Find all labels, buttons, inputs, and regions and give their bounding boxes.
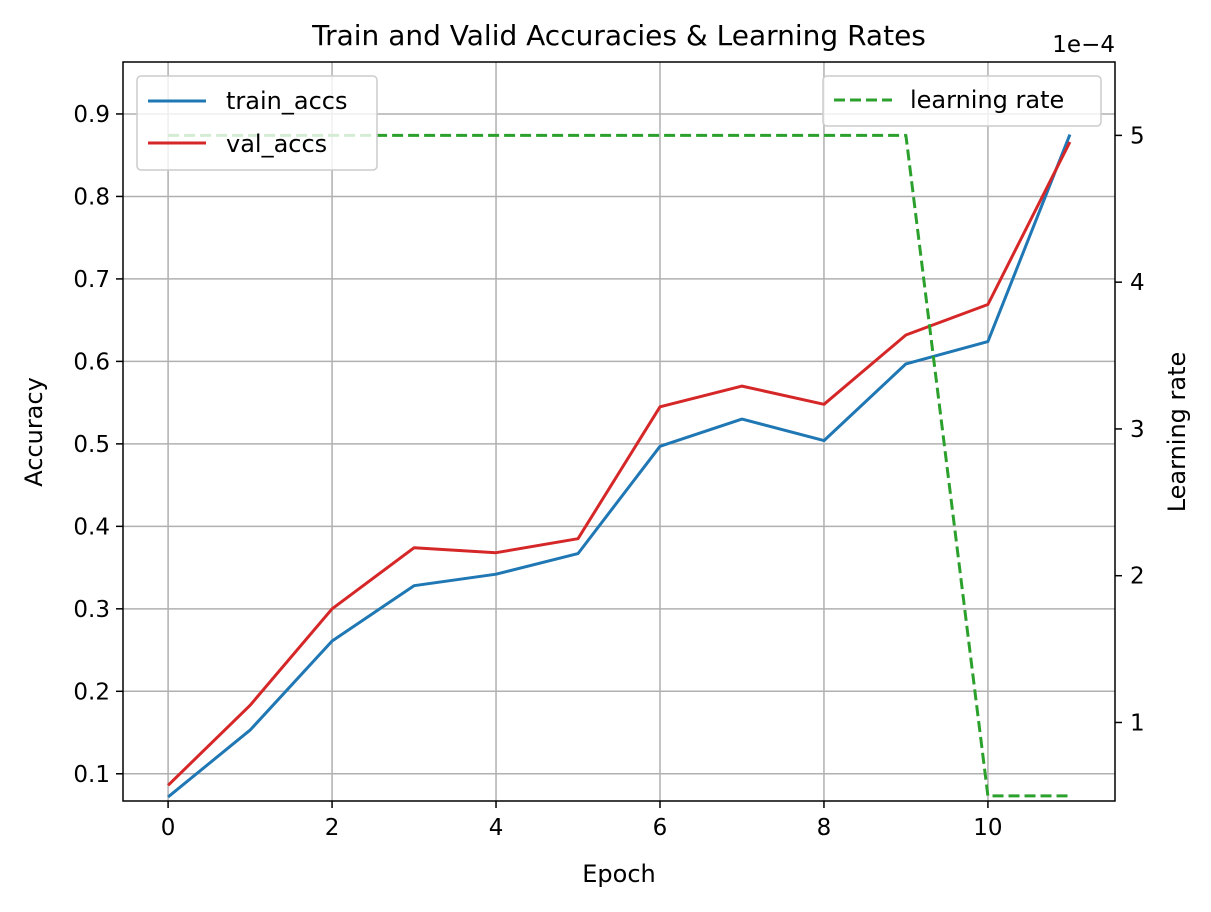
x-tick-label: 8	[817, 815, 832, 841]
y2-offset-text: 1e−4	[1052, 32, 1115, 58]
x-tick-label: 10	[973, 815, 1002, 841]
grid-lines	[123, 62, 1115, 801]
plot-frame	[122, 61, 1116, 802]
legend-label-train-accs: train_accs	[226, 87, 347, 115]
y-tick-label: 0.7	[73, 267, 110, 293]
y-axis-label: Accuracy	[20, 377, 48, 487]
y2-tick-label: 2	[1130, 564, 1145, 590]
y-tick-label: 0.2	[73, 679, 110, 705]
legend-accuracy: train_accs val_accs	[136, 75, 378, 171]
x-axis-label: Epoch	[582, 860, 656, 888]
x-tick-label: 6	[653, 815, 668, 841]
chart-title: Train and Valid Accuracies & Learning Ra…	[311, 19, 926, 52]
y-tick-label: 0.1	[73, 762, 110, 788]
y2-tick-label: 4	[1130, 270, 1145, 296]
x-tick-label: 2	[325, 815, 340, 841]
legend-label-learning-rate: learning rate	[910, 86, 1064, 114]
y-tick-label: 0.8	[73, 184, 110, 210]
y2-tick-label: 5	[1130, 123, 1145, 149]
y-tick-label: 0.4	[73, 514, 110, 540]
series-line-val-accs	[167, 141, 1072, 787]
axis-ticks: 0 2 4 6 8 10 0.1 0.2 0.3 0.4 0.5 0.6 0.7 0.8 0.9 1 2 3 4 5	[73, 102, 1144, 841]
legend-learning-rate: learning rate	[822, 75, 1102, 127]
y2-axis-label: Learning rate	[1163, 352, 1191, 513]
legend-label-val-accs: val_accs	[226, 130, 327, 158]
y-tick-label: 0.6	[73, 349, 110, 375]
x-tick-label: 4	[489, 815, 504, 841]
y2-tick-label: 3	[1130, 417, 1145, 443]
legend-learning-rate-box	[822, 75, 1102, 127]
y-tick-label: 0.3	[73, 597, 110, 623]
y-tick-label: 0.9	[73, 102, 110, 128]
y2-tick-label: 1	[1130, 710, 1145, 736]
y-tick-label: 0.5	[73, 432, 110, 458]
series-line-train-accs	[167, 134, 1072, 799]
x-tick-label: 0	[161, 815, 176, 841]
